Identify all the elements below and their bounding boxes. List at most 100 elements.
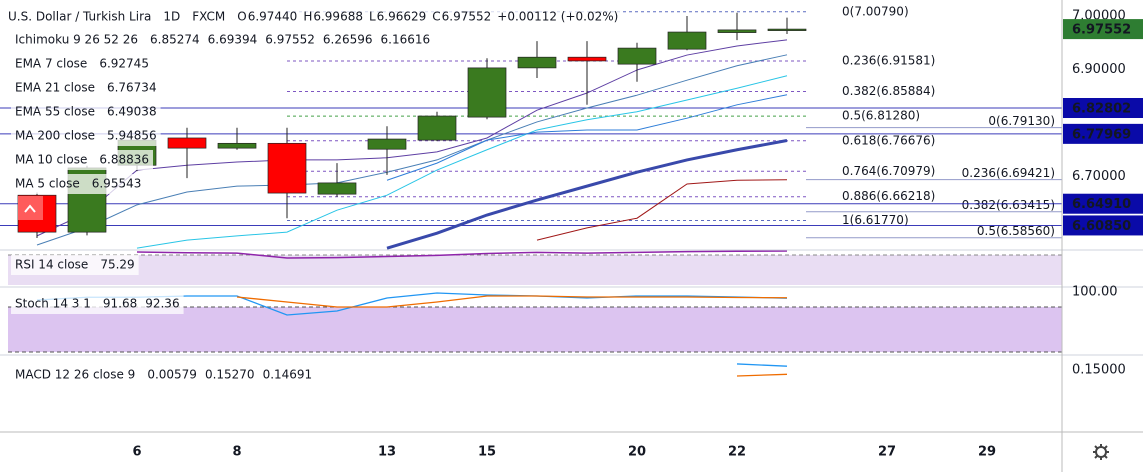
legend-bg [11,150,153,170]
legend-text: 6.97552 [442,10,492,24]
legend-bg [11,54,153,74]
y-tick-label: 6.70000 [1072,169,1126,184]
fib-label: 0.618(6.76676) [842,133,935,147]
stoch-line [236,295,788,308]
macd-line [736,373,788,377]
legend-text: 6.85274 [150,33,200,47]
x-tick-label: 15 [478,445,496,460]
price-tag-label: 6.64910 [1072,197,1131,212]
fib-label: 0(7.00790) [842,4,909,18]
macd-line [736,363,788,367]
price-tag [1063,19,1143,40]
fib-label: 0.764(6.70979) [842,164,935,178]
candle-body [267,142,307,194]
legend-row: MA 10 close 6.88836 [11,150,153,170]
legend-text: Ichimoku 9 26 52 26 [15,33,138,47]
legend-text: C [432,10,440,24]
legend-text: 6.96629 [377,10,427,24]
indicator-line [136,75,788,249]
legend-text: L [369,10,376,24]
legend-text: 6.69394 [208,33,258,47]
y-tick-label: 6.90000 [1072,62,1126,77]
rsi-band [8,255,1062,285]
y-tick-label: 0.15000 [1072,362,1126,377]
legend-bg [11,174,146,194]
legend-text: 1D [163,10,180,24]
x-tick-label: 22 [728,445,746,460]
legend-bg [11,294,184,314]
legend-text: 6.76734 [107,81,157,95]
x-tick-label: 6 [132,445,141,460]
legend-text: Stoch 14 3 1 [15,297,91,311]
legend-bg [11,255,139,275]
legend-row: MA 5 close 6.95543 [11,174,146,194]
x-tick-label: 13 [378,445,396,460]
rsi-line [136,250,788,259]
price-tag [1063,215,1143,236]
legend-bg [11,102,161,122]
legend-text: 0.00579 [147,368,197,382]
candle-body [417,115,457,141]
legend-text: U.S. Dollar / Turkish Lira [8,10,151,24]
legend-text: 6.16616 [381,33,431,47]
legend-bg [11,78,161,98]
legend-text: 91.68 [103,297,137,311]
legend-text: 92.36 [145,297,179,311]
legend-text: O [237,10,246,24]
legend-text: 6.95543 [92,177,142,191]
price-tag [1063,123,1143,144]
price-tag-label: 6.82802 [1072,102,1131,117]
candle-body [467,67,507,118]
x-tick-label: 29 [978,445,996,460]
legend-text: FXCM [192,10,225,24]
legend-text: RSI 14 close [15,258,88,272]
legend-text: H [303,10,312,24]
indicator-line [36,39,788,237]
legend-text: MACD 12 26 close 9 [15,368,135,382]
settings-button[interactable] [1093,444,1109,460]
candle-body [617,47,657,65]
legend-text: 5.94856 [107,129,157,143]
fib-label: 0.382(6.85884) [842,84,935,98]
legend-text: 6.99688 [313,10,363,24]
legend-row: Ichimoku 9 26 52 26 6.85274 6.69394 6.97552… [11,30,435,50]
legend-text: 75.29 [100,258,134,272]
candle-body [217,142,257,149]
legend-bg [11,30,435,50]
legend-text: EMA 55 close [15,105,95,119]
legend-text: 6.97552 [265,33,315,47]
candle-body [567,56,607,62]
legend-text: EMA 21 close [15,81,95,95]
indicator-line [386,138,788,250]
stoch-band [8,307,1062,352]
fib-label: 0.886(6.66218) [842,189,935,203]
legend-row: EMA 55 close 6.49038 [11,102,161,122]
fib-label: 0.236(6.91581) [842,54,935,68]
legend-row: MACD 12 26 close 9 0.00579 0.15270 0.14691 [15,368,312,382]
legend-bg [11,126,161,146]
legend-row: U.S. Dollar / Turkish Lira 1D FXCM O 6.97440… [4,7,623,27]
price-tag [1063,98,1143,119]
legend-text: EMA 7 close [15,57,87,71]
price-tag-label: 6.97552 [1072,23,1131,38]
candle-body [317,182,357,195]
indicator-line [36,54,788,246]
candle-body [517,56,557,69]
legend-bg [4,7,623,27]
legend-text: 6.88836 [99,153,149,167]
legend-row: EMA 7 close 6.92745 [11,54,153,74]
overlay: U.S. Dollar / Turkish Lira 1D FXCM O 6.97440… [4,7,623,382]
candle-body [667,31,707,50]
legend-row: RSI 14 close 75.29 [11,255,139,275]
fib-label: 0.382(6.63415) [962,198,1055,212]
fib-label: 1(6.61770) [842,213,909,227]
x-tick-label: 27 [878,445,896,460]
candle-body [367,138,407,150]
price-tag-label: 6.60850 [1072,219,1131,234]
candle-body [717,29,757,33]
legend-text: MA 5 close [15,177,80,191]
collapse-icon [24,204,36,213]
x-tick-label: 8 [232,445,241,460]
candle-body [167,137,207,149]
price-tag [1063,193,1143,214]
